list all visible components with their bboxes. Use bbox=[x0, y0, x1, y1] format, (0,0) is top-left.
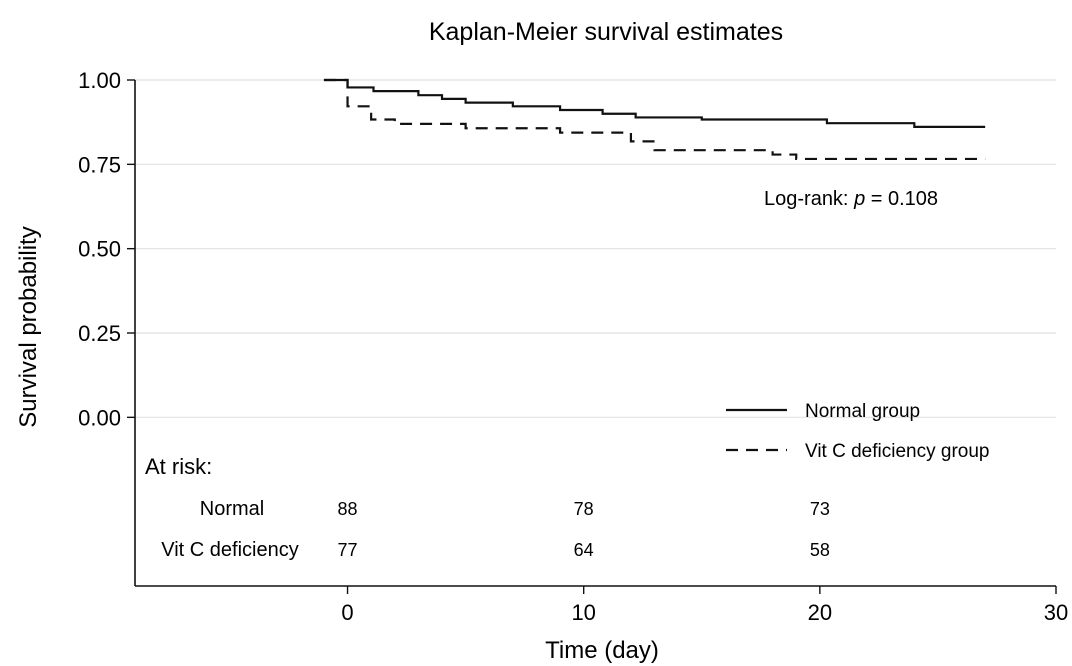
x-tick-label-3: 30 bbox=[1044, 600, 1068, 625]
at-risk-value-1-2: 58 bbox=[810, 540, 830, 560]
y-tick-label-1: 0.25 bbox=[78, 321, 121, 346]
x-tick-label-0: 0 bbox=[341, 600, 353, 625]
at-risk-row-label-1: Vit C deficiency bbox=[161, 539, 298, 561]
annotation-layer: Log-rank: p = 0.108 bbox=[764, 188, 938, 210]
at-risk-table: At risk: Normal 88 78 73 Vit C deficiency 77 64… bbox=[145, 454, 830, 561]
x-tick-label-1: 10 bbox=[571, 600, 595, 625]
x-tick-label-2: 20 bbox=[808, 600, 832, 625]
y-tick-label-0: 0.00 bbox=[78, 405, 121, 430]
log-rank-annotation: Log-rank: p = 0.108 bbox=[764, 188, 938, 210]
series-layer bbox=[323, 78, 986, 161]
at-risk-value-1-1: 64 bbox=[574, 540, 594, 560]
y-axis-title: Survival probability bbox=[15, 226, 42, 427]
at-risk-value-0-0: 88 bbox=[338, 499, 358, 519]
at-risk-row-label-0: Normal bbox=[200, 498, 264, 520]
y-tick-label-3: 0.75 bbox=[78, 152, 121, 177]
axis-layer: 0.00 0.25 0.50 0.75 1.00 0 10 20 30 bbox=[78, 68, 1068, 625]
log-rank-p-value: = 0.108 bbox=[865, 188, 938, 210]
normal-survival-line bbox=[323, 78, 986, 128]
vitc-deficiency-survival-line bbox=[323, 78, 986, 161]
log-rank-prefix: Log-rank: bbox=[764, 188, 854, 210]
at-risk-value-0-2: 73 bbox=[810, 499, 830, 519]
y-tick-label-2: 0.50 bbox=[78, 237, 121, 262]
log-rank-p-variable: p bbox=[853, 188, 865, 210]
legend-layer: Normal group Vit C deficiency group bbox=[726, 401, 989, 462]
at-risk-value-1-0: 77 bbox=[338, 540, 358, 560]
at-risk-title: At risk: bbox=[145, 454, 212, 479]
legend-label-1: Vit C deficiency group bbox=[805, 441, 989, 462]
grid-layer bbox=[135, 79, 1056, 418]
x-axis-title: Time (day) bbox=[545, 637, 659, 664]
chart-title: Kaplan-Meier survival estimates bbox=[429, 18, 783, 46]
legend-label-0: Normal group bbox=[805, 401, 920, 422]
y-tick-label-4: 1.00 bbox=[78, 68, 121, 93]
at-risk-value-0-1: 78 bbox=[574, 499, 594, 519]
